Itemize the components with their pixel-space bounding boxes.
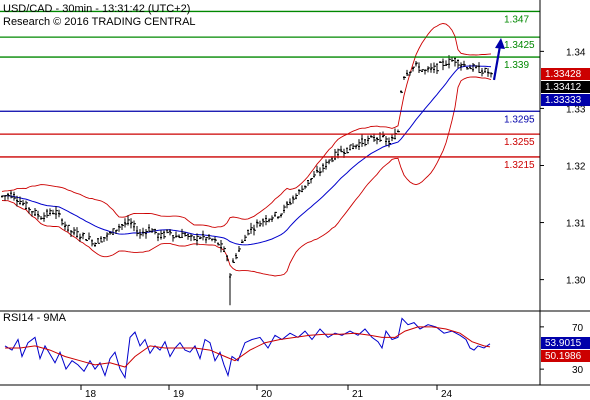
level-label: 1.3425 xyxy=(504,40,535,51)
rsi-title: RSI14 - 9MA xyxy=(3,312,67,324)
time-tick-label: 18 xyxy=(85,389,97,400)
time-tick-label: 19 xyxy=(173,389,185,400)
level-label: 1.3255 xyxy=(504,137,535,148)
price-tag xyxy=(541,94,590,106)
price-tag xyxy=(541,81,590,93)
rsi-value-tag-label: 53.9015 xyxy=(545,338,582,349)
price-tag xyxy=(541,68,590,80)
level-label: 1.339 xyxy=(504,60,529,71)
price-tick-label: 1.30 xyxy=(566,276,586,287)
price-tick-label: 1.32 xyxy=(566,161,586,172)
rsi-panel xyxy=(4,317,491,380)
rsi-ma-line xyxy=(5,326,491,368)
level-label: 1.3295 xyxy=(504,114,535,125)
rsi-value-tag xyxy=(541,337,590,349)
rsi-value-tag-label: 50.1986 xyxy=(545,351,582,362)
rsi-tick-label: 70 xyxy=(572,323,584,334)
price-panel xyxy=(0,10,540,306)
projection-arrow-shaft xyxy=(492,45,502,81)
time-tick-label: 24 xyxy=(441,389,453,400)
rsi-value-tag xyxy=(541,350,590,362)
projection-arrow-head xyxy=(495,37,505,49)
time-tick-label: 21 xyxy=(352,389,364,400)
time-tick-label: 20 xyxy=(261,389,273,400)
moving-average-line xyxy=(1,65,492,246)
price-tick-label: 1.33 xyxy=(566,104,586,115)
rsi-tick-label: 30 xyxy=(572,365,584,376)
bollinger-lower-band xyxy=(1,76,492,277)
price-tag-label: 1.33333 xyxy=(545,95,582,106)
chart-title: USD/CAD - 30min - 13:31:42 (UTC+2) xyxy=(3,3,190,15)
rsi-line xyxy=(4,317,491,380)
price-tick-label: 1.34 xyxy=(566,47,586,58)
level-labels: 1.347 1.3425 1.339 1.3295 1.3255 1.3215 xyxy=(504,14,535,171)
chart-copyright: Research © 2016 TRADING CENTRAL xyxy=(3,16,196,28)
level-label: 1.3215 xyxy=(504,160,535,171)
level-label: 1.347 xyxy=(504,14,529,25)
price-tag-label: 1.33428 xyxy=(545,69,582,80)
price-tick-label: 1.31 xyxy=(566,219,586,230)
price-tag-label: 1.33412 xyxy=(545,82,582,93)
